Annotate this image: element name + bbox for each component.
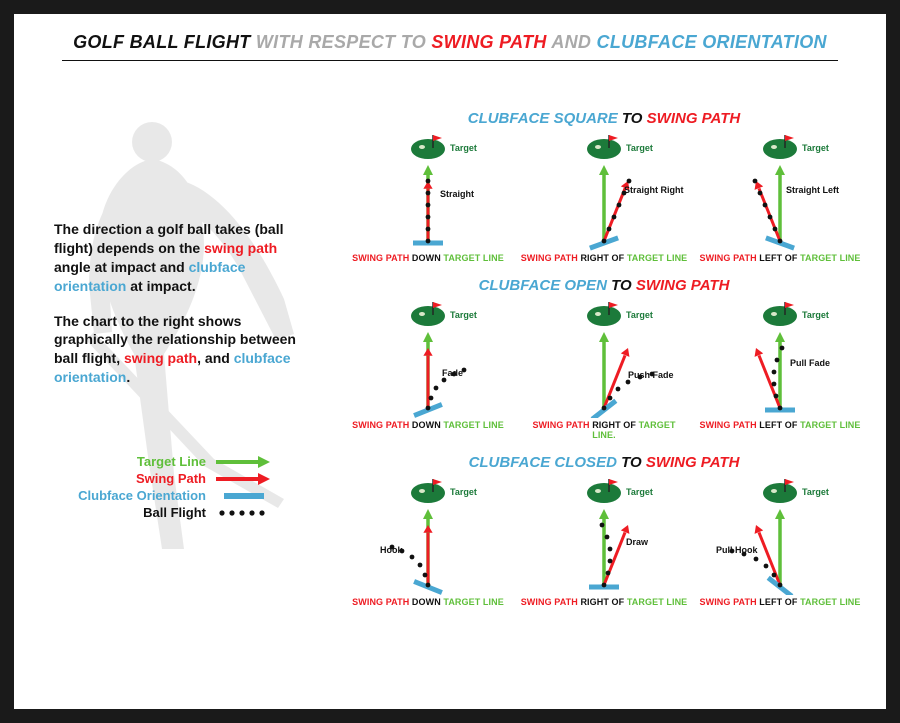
legend-label-target: Target Line	[54, 454, 214, 469]
svg-text:Target: Target	[626, 143, 653, 153]
diagram-caption: SWING PATH DOWN TARGET LINE	[344, 420, 512, 430]
clubface-icon	[214, 489, 272, 503]
diagram-caption: SWING PATH RIGHT OF TARGET LINE	[520, 597, 688, 607]
flight-label: Straight Right	[624, 185, 684, 195]
diagram-cell: Target Hook SWING PATH DOWN TARGET LINE	[344, 475, 512, 615]
legend-row-club: Clubface Orientation	[54, 488, 314, 503]
legend-label-club: Clubface Orientation	[54, 488, 214, 503]
diagram-grid: CLUBFACE SQUARE TO SWING PATH Target Strai…	[344, 104, 864, 615]
flight-diagram: Target Push Fade	[520, 298, 688, 418]
flight-label: Straight Left	[786, 185, 839, 195]
target-line-icon	[214, 455, 272, 469]
section-title: CLUBFACE SQUARE TO SWING PATH	[344, 110, 864, 127]
flight-diagram: Target Pull Fade	[696, 298, 864, 418]
title-rule	[62, 60, 838, 61]
flight-label: Hook	[380, 545, 403, 555]
flight-label: Pull Fade	[790, 358, 830, 368]
flight-label: Draw	[626, 537, 648, 547]
title-part-d: AND	[551, 32, 596, 52]
diagram-cell: Target Straight Left SWING PATH LEFT OF TA…	[696, 131, 864, 271]
diagram-cell: Target Draw SWING PATH RIGHT OF TARGET LIN…	[520, 475, 688, 615]
svg-text:Target: Target	[450, 487, 477, 497]
intro-text: The direction a golf ball takes (ball fl…	[54, 220, 314, 403]
diagram-caption: SWING PATH DOWN TARGET LINE	[344, 597, 512, 607]
diagram-cell: Target Push Fade SWING PATH RIGHT OF TARGE…	[520, 298, 688, 448]
diagram-caption: SWING PATH RIGHT OF TARGET LINE.	[520, 420, 688, 440]
section-title: CLUBFACE CLOSED TO SWING PATH	[344, 454, 864, 471]
legend-row-target: Target Line	[54, 454, 314, 469]
title-part-c: SWING PATH	[431, 32, 551, 52]
diagram-caption: SWING PATH LEFT OF TARGET LINE	[696, 597, 864, 607]
diagram-cell: Target Pull Hook SWING PATH LEFT OF TARGET…	[696, 475, 864, 615]
svg-text:Target: Target	[626, 310, 653, 320]
section-title: CLUBFACE OPEN TO SWING PATH	[344, 277, 864, 294]
legend-label-swing: Swing Path	[54, 471, 214, 486]
title-part-b: WITH RESPECT TO	[256, 32, 431, 52]
legend: Target Line Swing Path Clubface Orientat…	[54, 454, 314, 522]
swing-path-icon	[214, 472, 272, 486]
diagram-caption: SWING PATH LEFT OF TARGET LINE	[696, 253, 864, 263]
flight-diagram: Target Fade	[344, 298, 512, 418]
title-part-e: CLUBFACE ORIENTATION	[597, 32, 827, 52]
diagram-cell: Target Straight SWING PATH DOWN TARGET LIN…	[344, 131, 512, 271]
flight-diagram: Target Straight Left	[696, 131, 864, 251]
flight-diagram: Target Straight	[344, 131, 512, 251]
diagram-row: TargetFadeSWING PATH DOWN TARGET LINETar…	[344, 298, 864, 448]
intro-p1: The direction a golf ball takes (ball fl…	[54, 220, 314, 296]
legend-row-ball: Ball Flight	[54, 505, 314, 520]
svg-text:Target: Target	[450, 310, 477, 320]
diagram-cell: Target Straight Right SWING PATH RIGHT OF …	[520, 131, 688, 271]
intro-p2: The chart to the right shows graphically…	[54, 312, 314, 388]
legend-row-swing: Swing Path	[54, 471, 314, 486]
ball-flight-icon	[214, 506, 272, 520]
svg-text:Target: Target	[802, 310, 829, 320]
diagram-caption: SWING PATH DOWN TARGET LINE	[344, 253, 512, 263]
legend-label-ball: Ball Flight	[54, 505, 214, 520]
diagram-cell: Target Pull Fade SWING PATH LEFT OF TARGET…	[696, 298, 864, 448]
flight-label: Pull Hook	[716, 545, 758, 555]
flight-label: Fade	[442, 368, 463, 378]
svg-text:Target: Target	[802, 487, 829, 497]
title-part-a: GOLF BALL FLIGHT	[73, 32, 256, 52]
svg-text:Target: Target	[626, 487, 653, 497]
diagram-cell: Target Fade SWING PATH DOWN TARGET LINE	[344, 298, 512, 448]
flight-diagram: Target Draw	[520, 475, 688, 595]
diagram-row: Target Straight SWING PATH DOWN TARGET LIN…	[344, 131, 864, 271]
diagram-caption: SWING PATH LEFT OF TARGET LINE	[696, 420, 864, 430]
svg-text:Target: Target	[802, 143, 829, 153]
diagram-caption: SWING PATH RIGHT OF TARGET LINE	[520, 253, 688, 263]
infographic-frame: GOLF BALL FLIGHT WITH RESPECT TO SWING P…	[14, 14, 886, 709]
svg-text:Target: Target	[450, 143, 477, 153]
flight-label: Straight	[440, 189, 474, 199]
main-title: GOLF BALL FLIGHT WITH RESPECT TO SWING P…	[14, 32, 886, 53]
flight-diagram: Target Straight Right	[520, 131, 688, 251]
flight-label: Push Fade	[628, 370, 674, 380]
flight-diagram: Target Hook	[344, 475, 512, 595]
diagram-row: TargetHookSWING PATH DOWN TARGET LINETar…	[344, 475, 864, 615]
flight-diagram: Target Pull Hook	[696, 475, 864, 595]
